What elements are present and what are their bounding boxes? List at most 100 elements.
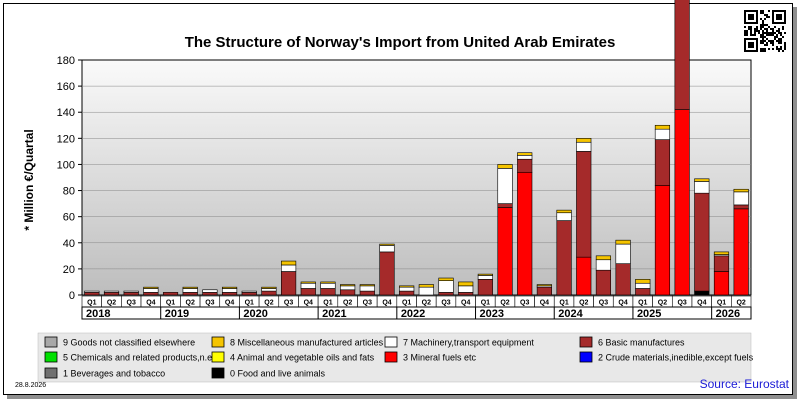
legend-swatch — [211, 351, 225, 363]
bar-segment-6 — [123, 292, 139, 296]
bar-segment-8 — [713, 251, 730, 255]
quarter-label: Q4 — [146, 300, 155, 307]
quarter-label: Q3 — [520, 300, 529, 307]
year-label: 2022 — [401, 308, 425, 320]
legend-swatch — [579, 351, 593, 363]
quarter-label: Q1 — [166, 300, 175, 307]
bar-segment-6 — [399, 290, 415, 296]
bar-segment-7 — [399, 286, 415, 292]
legend-swatch — [44, 336, 58, 348]
bar-segment-8 — [379, 243, 395, 246]
quarter-label: Q1 — [481, 300, 490, 307]
bar-segment-7 — [359, 285, 375, 292]
y-tick-label: 80 — [63, 186, 75, 198]
bar-segment-7 — [123, 290, 139, 293]
bar-segment-6 — [182, 292, 198, 296]
legend-swatch — [211, 367, 225, 379]
bar-segment-7 — [438, 280, 454, 293]
legend-item-4: 4 Animal and vegetable oils and fats — [211, 351, 375, 363]
bar-segment-8 — [340, 284, 356, 287]
legend-swatch — [44, 351, 58, 363]
bar-segment-6 — [261, 290, 277, 296]
quarter-label: Q2 — [343, 300, 352, 307]
legend-label: 3 Mineral fuels etc — [403, 353, 477, 363]
bars — [84, 0, 749, 296]
bar-segment-6 — [517, 158, 533, 173]
bar-segment-8 — [221, 286, 238, 289]
bar-segment-6 — [221, 292, 238, 296]
bar-segment-8 — [359, 284, 375, 287]
bar-segment-7 — [202, 289, 218, 293]
bar-segment-6 — [674, 0, 690, 110]
bar-segment-6 — [497, 203, 513, 208]
bar-segment-8 — [635, 279, 651, 284]
legend-item-8: 8 Miscellaneous manufactured articles — [211, 336, 384, 348]
bar-segment-7 — [221, 288, 238, 293]
date-stamp: 28.8.2026 — [15, 382, 46, 389]
quarter-label: Q2 — [264, 300, 273, 307]
quarter-label: Q2 — [422, 300, 431, 307]
y-tick-label: 160 — [57, 81, 75, 93]
legend-item-3: 3 Mineral fuels etc — [384, 351, 477, 363]
grid-lines — [82, 85, 751, 270]
bar-segment-8 — [261, 286, 277, 289]
quarter-label: Q1 — [638, 300, 647, 307]
y-axis-ticks: 0 20 40 60 80 100 120 140 160 180 — [57, 55, 82, 302]
bar-segment-7 — [694, 181, 710, 194]
quarter-label: Q2 — [186, 300, 195, 307]
bar-segment-7 — [261, 288, 277, 292]
bar-segment-7 — [635, 282, 651, 289]
bar-segment-6 — [84, 292, 100, 296]
legend-swatch — [44, 367, 58, 379]
quarter-label: Q1 — [717, 300, 726, 307]
bar-segment-6 — [103, 292, 120, 296]
bar-segment-6 — [359, 290, 375, 296]
bar-segment-6 — [241, 292, 257, 296]
legend-label: 8 Miscellaneous manufactured articles — [230, 338, 384, 348]
quarter-label: Q2 — [107, 300, 116, 307]
bar-segment-0 — [694, 290, 710, 296]
year-label: 2026 — [716, 308, 740, 320]
quarter-label: Q4 — [540, 300, 549, 307]
quarter-label: Q4 — [304, 300, 313, 307]
bar-segment-8 — [615, 239, 631, 245]
year-label: 2021 — [322, 308, 346, 320]
bar-segment-6 — [635, 288, 651, 296]
bar-segment-3 — [654, 185, 671, 296]
legend-label: 9 Goods not classified elsewhere — [63, 338, 195, 348]
bar-segment-3 — [517, 171, 533, 296]
bar-segment-7 — [340, 285, 356, 291]
bar-segment-6 — [438, 292, 454, 296]
bar-segment-8 — [418, 284, 434, 288]
legend-swatch — [211, 336, 225, 348]
bar-segment-8 — [399, 285, 415, 288]
y-tick-label: 20 — [63, 264, 75, 276]
bar-segment-8 — [595, 255, 612, 261]
bar-segment-8 — [300, 281, 316, 284]
bar-segment-6 — [458, 292, 474, 296]
y-tick-label: 0 — [69, 290, 75, 302]
year-label: 2023 — [480, 308, 504, 320]
legend-label: 6 Basic manufactures — [598, 338, 685, 348]
bar-segment-6 — [576, 151, 592, 258]
bar-segment-8 — [458, 281, 474, 287]
bar-segment-7 — [556, 212, 572, 221]
bar-segment-6 — [379, 251, 395, 296]
quarter-label: Q4 — [225, 300, 234, 307]
quarter-label: Q3 — [284, 300, 293, 307]
bar-segment-8 — [694, 178, 710, 182]
bar-segment-7 — [379, 245, 395, 253]
quarter-label: Q4 — [382, 300, 391, 307]
bar-segment-7 — [517, 155, 533, 160]
bar-segment-7 — [654, 128, 671, 140]
legend-label: 7 Machinery,transport equipment — [403, 338, 534, 348]
x-axis: Q1 Q2 Q3 Q4 Q1 Q2 Q3 Q4 Q1 Q2 Q3 Q4 Q1 Q2 Q3 Q4 Q1 Q2 Q3 Q4… — [81, 295, 752, 320]
bar-segment-6 — [536, 286, 552, 296]
bar-segment-8 — [556, 209, 572, 214]
quarter-label: Q3 — [205, 300, 214, 307]
bar-segment-3 — [576, 256, 592, 296]
bar-segment-7 — [84, 290, 100, 293]
bar-segment-8 — [536, 284, 552, 287]
source-label: Source: Eurostat — [700, 377, 790, 391]
